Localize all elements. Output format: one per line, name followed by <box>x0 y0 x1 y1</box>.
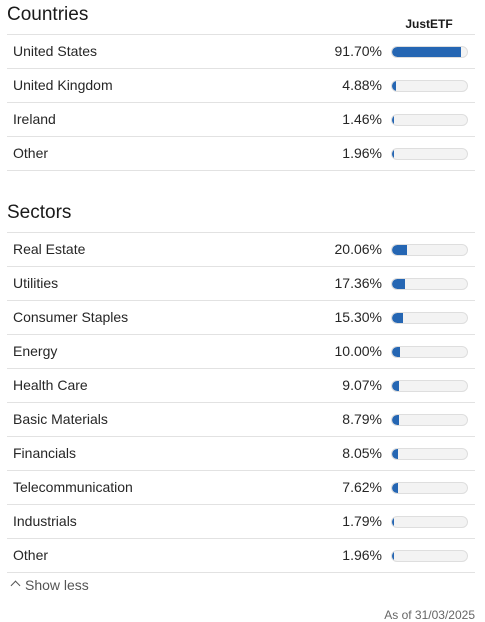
row-label: Industrials <box>13 513 77 529</box>
table-row: Utilities 17.36% <box>7 267 475 301</box>
table-row: United Kingdom 4.88% <box>7 69 475 103</box>
row-value: 1.96% <box>342 145 382 161</box>
table-row: Telecommunication 7.62% <box>7 471 475 505</box>
row-value: 1.96% <box>342 547 382 563</box>
sectors-title: Sectors <box>7 202 72 223</box>
weight-bar <box>391 482 468 494</box>
table-row: United States 91.70% <box>7 35 475 69</box>
table-row: Financials 8.05% <box>7 437 475 471</box>
show-less-button[interactable]: Show less <box>10 577 89 593</box>
weight-bar-fill <box>392 47 461 57</box>
row-value: 8.05% <box>342 445 382 461</box>
table-row: Energy 10.00% <box>7 335 475 369</box>
weight-bar <box>391 80 468 92</box>
row-label: Ireland <box>13 111 56 127</box>
weight-bar-fill <box>392 313 404 323</box>
row-label: Other <box>13 547 49 563</box>
weight-bar <box>391 516 468 528</box>
weight-bar-fill <box>392 381 399 391</box>
table-row: Health Care 9.07% <box>7 369 475 403</box>
row-value: 7.62% <box>342 479 382 495</box>
row-value: 4.88% <box>342 77 382 93</box>
weight-bar <box>391 114 468 126</box>
weight-bar <box>391 448 468 460</box>
weight-bar-fill <box>392 415 399 425</box>
row-label: Energy <box>13 343 58 359</box>
weight-bar <box>391 244 468 256</box>
weight-bar <box>391 380 468 392</box>
source-label: JustETF <box>405 17 453 31</box>
row-label: United Kingdom <box>13 77 113 93</box>
table-row: Other 1.96% <box>7 539 475 573</box>
row-value: 8.79% <box>342 411 382 427</box>
weight-bar-fill <box>392 483 398 493</box>
weight-bar <box>391 414 468 426</box>
weight-bar-fill <box>392 149 394 159</box>
row-value: 17.36% <box>334 275 382 291</box>
row-label: Telecommunication <box>13 479 133 495</box>
table-row: Industrials 1.79% <box>7 505 475 539</box>
weight-bar <box>391 312 468 324</box>
row-label: Consumer Staples <box>13 309 129 325</box>
row-label: Other <box>13 145 49 161</box>
table-row: Basic Materials 8.79% <box>7 403 475 437</box>
weight-bar-fill <box>392 81 396 91</box>
row-value: 91.70% <box>334 43 382 59</box>
weight-bar <box>391 46 468 58</box>
chevron-up-icon <box>10 580 21 591</box>
row-value: 20.06% <box>334 241 382 257</box>
row-label: Utilities <box>13 275 59 291</box>
countries-title: Countries <box>7 4 89 25</box>
weight-bar-fill <box>392 347 400 357</box>
weight-bar <box>391 346 468 358</box>
weight-bar-fill <box>392 517 394 527</box>
row-label: Financials <box>13 445 77 461</box>
weight-bar-fill <box>392 449 399 459</box>
show-less-label: Show less <box>25 577 89 593</box>
weight-bar-fill <box>392 115 394 125</box>
weight-bar-fill <box>392 279 406 289</box>
countries-table: United States 91.70% United Kingdom 4.88% Ir… <box>7 34 475 171</box>
row-value: 1.46% <box>342 111 382 127</box>
sectors-table: Real Estate 20.06% Utilities 17.36% Consumer… <box>7 232 475 573</box>
table-row: Consumer Staples 15.30% <box>7 301 475 335</box>
row-label: Health Care <box>13 377 88 393</box>
row-label: Basic Materials <box>13 411 108 427</box>
table-row: Ireland 1.46% <box>7 103 475 137</box>
table-row: Other 1.96% <box>7 137 475 171</box>
row-label: Real Estate <box>13 241 86 257</box>
row-value: 15.30% <box>334 309 382 325</box>
weight-bar <box>391 148 468 160</box>
row-value: 1.79% <box>342 513 382 529</box>
as-of-date: As of 31/03/2025 <box>384 608 475 622</box>
row-value: 10.00% <box>334 343 382 359</box>
row-value: 9.07% <box>342 377 382 393</box>
weight-bar-fill <box>392 551 394 561</box>
weight-bar <box>391 550 468 562</box>
weight-bar <box>391 278 468 290</box>
table-row: Real Estate 20.06% <box>7 233 475 267</box>
weight-bar-fill <box>392 245 408 255</box>
row-label: United States <box>13 43 98 59</box>
